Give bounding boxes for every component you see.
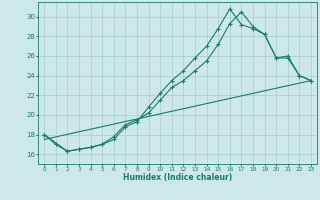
X-axis label: Humidex (Indice chaleur): Humidex (Indice chaleur) (123, 173, 232, 182)
